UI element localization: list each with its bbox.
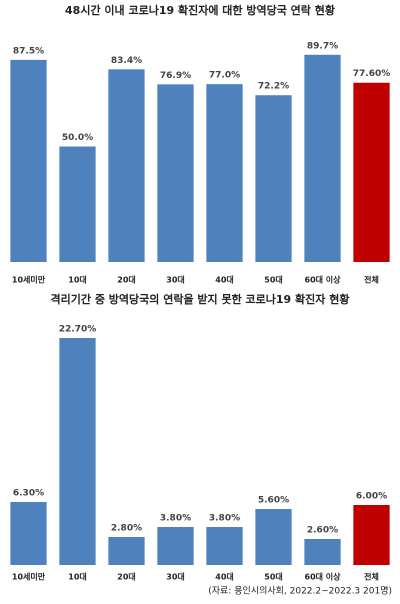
x-tick-label: 60대 이상: [305, 572, 342, 582]
bar: [157, 84, 194, 263]
x-tick-label: 20대: [117, 275, 136, 285]
x-tick-label: 10세미만: [12, 275, 46, 285]
x-tick-label: 전체: [364, 275, 379, 285]
bar: [108, 69, 145, 262]
bar: [206, 84, 243, 262]
value-label: 89.7%: [307, 41, 338, 51]
value-label: 87.5%: [13, 46, 44, 56]
value-label: 2.80%: [111, 524, 142, 534]
bar: [353, 505, 390, 565]
bar: [157, 527, 194, 565]
value-label: 6.30%: [13, 489, 44, 499]
value-label: 72.2%: [258, 82, 289, 92]
x-tick-label: 60대 이상: [305, 275, 342, 285]
bar: [59, 146, 96, 262]
bar: [108, 537, 145, 565]
bar: [10, 59, 47, 262]
value-label: 76.9%: [160, 71, 191, 81]
value-label: 3.80%: [209, 514, 240, 524]
value-label: 77.0%: [209, 71, 240, 81]
bar: [353, 82, 390, 262]
chart-title: 격리기간 중 방역당국의 연락을 받지 못한 코로나19 확진자 현황: [51, 292, 350, 306]
x-tick-label: 20대: [117, 572, 136, 582]
chart-title: 48시간 이내 코로나19 확진자에 대한 방역당국 연락 현황: [65, 3, 335, 17]
source-note: (자료: 용인시의사회, 2022.2~2022.3 201명): [208, 586, 392, 597]
bar: [10, 502, 47, 565]
bar: [206, 527, 243, 565]
x-tick-label: 10세미만: [12, 572, 46, 582]
bar: [255, 95, 292, 262]
x-tick-label: 전체: [364, 572, 379, 582]
x-tick-label: 30대: [166, 275, 185, 285]
bar: [304, 54, 341, 262]
x-tick-label: 50대: [264, 275, 283, 285]
value-label: 2.60%: [307, 526, 338, 536]
value-label: 3.80%: [160, 514, 191, 524]
x-tick-label: 30대: [166, 572, 185, 582]
x-tick-label: 40대: [215, 275, 234, 285]
x-tick-label: 10대: [68, 572, 87, 582]
bar: [59, 338, 96, 565]
value-label: 5.60%: [258, 496, 289, 506]
x-tick-label: 50대: [264, 572, 283, 582]
value-label: 50.0%: [62, 133, 93, 143]
bar: [304, 539, 341, 565]
x-tick-label: 10대: [68, 275, 87, 285]
x-tick-label: 40대: [215, 572, 234, 582]
value-label: 77.60%: [353, 69, 391, 79]
value-label: 83.4%: [111, 56, 142, 66]
value-label: 22.70%: [59, 325, 97, 335]
bar: [255, 509, 292, 565]
value-label: 6.00%: [356, 492, 387, 502]
